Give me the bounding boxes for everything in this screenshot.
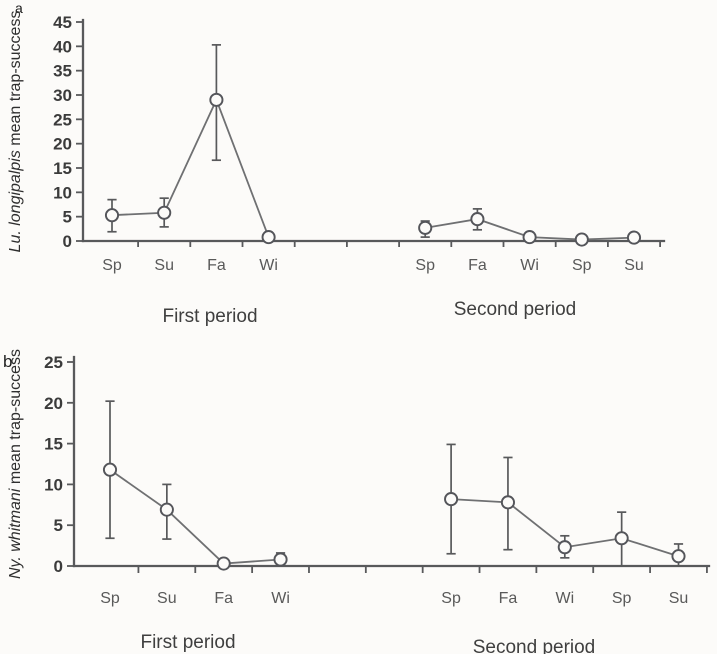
y-axis-tick-label: 10: [53, 183, 72, 202]
data-point-marker: [104, 208, 120, 223]
y-axis-title: Ny. whitmani mean trap-success: [7, 349, 24, 579]
data-point-marker: [157, 205, 172, 220]
panel-a-plot: 0 5 10 15 20 25 30 35 40 45 Lu. longipalpis mean t…: [7, 11, 666, 327]
x-category-label: Sp: [612, 590, 632, 607]
y-axis-tick-label: 20: [44, 394, 63, 413]
y-axis-tick-label: 0: [63, 232, 72, 251]
y-axis-tick-label: 35: [53, 62, 72, 81]
y-axis-title: Lu. longipalpis mean trap-success: [7, 11, 24, 253]
data-point-marker: [418, 220, 433, 235]
x-category-label: Wi: [271, 590, 290, 607]
y-axis-tick-label: 5: [54, 516, 63, 535]
period-label: Second period: [454, 299, 577, 320]
panel-b-plot: 0 5 10 15 20 25 Ny. whitmani mean trap-success…: [7, 349, 711, 654]
x-category-label: Sp: [572, 257, 592, 274]
y-axis-tick-label: 10: [44, 475, 63, 494]
data-point-marker: [209, 92, 224, 107]
data-point-marker: [500, 495, 516, 510]
y-axis-tick-label: 25: [53, 110, 72, 129]
data-point-marker: [557, 540, 572, 555]
x-category-label: Sp: [441, 590, 461, 607]
y-axis-tick-label: 40: [53, 37, 72, 56]
data-point-marker: [444, 492, 459, 507]
y-axis-title-rest: mean trap-success: [7, 11, 24, 151]
y-axis-tick-label: 45: [53, 13, 72, 32]
data-point-marker: [261, 230, 276, 245]
y-axis-tick-label: 20: [53, 135, 72, 154]
y-axis-tick-label: 15: [44, 435, 63, 454]
panel-b-letter: b: [3, 352, 12, 371]
x-category-label: Sp: [100, 590, 120, 607]
species-name: Lu. longipalpis: [7, 150, 24, 252]
data-point-marker: [522, 230, 537, 245]
data-point-marker: [159, 502, 174, 517]
x-category-label: Fa: [499, 590, 518, 607]
x-category-label: Fa: [214, 590, 233, 607]
x-category-label: Fa: [468, 257, 487, 274]
x-category-label: Su: [154, 257, 174, 274]
data-point-marker: [102, 462, 118, 477]
data-point-marker: [574, 232, 589, 247]
series-line: [109, 468, 281, 565]
species-name: Ny. whitmani: [7, 488, 24, 579]
x-category-label: Wi: [555, 590, 574, 607]
panel-a-letter: a: [15, 0, 23, 16]
data-point-marker: [626, 230, 642, 245]
x-category-label: Fa: [207, 257, 226, 274]
data-point-marker: [216, 556, 231, 571]
data-point-marker: [273, 552, 288, 567]
x-category-label: Sp: [415, 257, 435, 274]
y-axis-tick-label: 0: [54, 557, 63, 576]
y-axis-tick-label: 30: [53, 86, 72, 105]
data-point-marker: [614, 531, 629, 546]
y-axis-tick-label: 5: [63, 208, 72, 227]
x-category-label: Sp: [102, 257, 122, 274]
y-axis-title-rest: mean trap-success: [7, 349, 24, 489]
y-axis-tick-label: 25: [44, 353, 63, 372]
x-category-label: Su: [157, 590, 177, 607]
period-label: First period: [162, 306, 257, 327]
x-category-label: Su: [669, 590, 689, 607]
period-label: First period: [140, 632, 235, 653]
x-category-label: Wi: [520, 257, 539, 274]
x-category-label: Su: [624, 257, 644, 274]
x-category-label: Wi: [259, 257, 278, 274]
series-line: [111, 97, 270, 238]
data-point-marker: [671, 549, 686, 564]
data-point-marker: [470, 212, 485, 227]
period-label: Second period: [473, 637, 596, 654]
y-axis-tick-label: 15: [53, 159, 72, 178]
